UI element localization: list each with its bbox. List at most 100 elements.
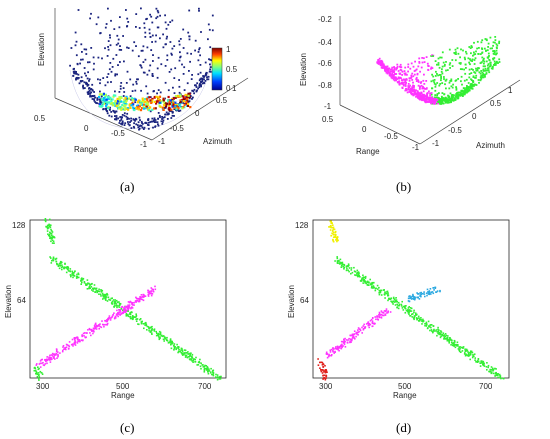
d-red-point [321, 361, 324, 364]
b-green-point [481, 74, 484, 77]
d-green-point [483, 362, 485, 365]
d-green-point [336, 260, 339, 262]
b-magenta-point [395, 68, 397, 71]
c-magenta-point [92, 332, 94, 335]
b-green-point [477, 79, 480, 81]
d-cyan-point [409, 297, 411, 300]
c-green-point [184, 354, 187, 356]
b-magenta-point [415, 93, 417, 96]
c-magenta-point [53, 357, 55, 359]
b-green-point [488, 55, 490, 57]
b-green-point [476, 47, 478, 50]
d-green-point [495, 374, 498, 377]
a-point [109, 34, 111, 37]
b-green-point [444, 83, 446, 86]
c-magenta-point [101, 320, 103, 322]
b-green-point [441, 92, 444, 94]
a-point [152, 126, 154, 129]
c-green-point [116, 306, 118, 309]
d-green-point [404, 306, 406, 309]
b-green-point [465, 52, 468, 55]
a-point [177, 109, 179, 111]
c-green-point [77, 273, 80, 276]
c-magenta-point [50, 354, 53, 356]
b-magenta-point [405, 88, 408, 90]
c-points [33, 218, 222, 381]
b-green-point [451, 86, 454, 89]
d-magenta-point [329, 349, 332, 351]
d-green-point [495, 373, 498, 375]
b-magenta-point [398, 83, 401, 86]
d-green-point [343, 268, 345, 270]
d-green-point [459, 348, 461, 350]
a-point [138, 27, 141, 29]
a-point [123, 124, 126, 126]
b-green-point [452, 83, 454, 86]
a-hot-point [100, 105, 103, 108]
a-hot-point [183, 103, 186, 106]
c-magenta-point [147, 289, 149, 292]
b-green-point [498, 40, 501, 43]
d-green-point [346, 267, 348, 270]
c-green-point [219, 378, 222, 380]
b-green-point [474, 76, 476, 79]
b-green-point [480, 77, 483, 80]
c-green-point [114, 302, 117, 305]
a-point [126, 46, 128, 49]
d-magenta-point [325, 351, 328, 354]
b-green-point [448, 87, 451, 90]
c-magenta-point [89, 328, 91, 331]
d-green-point [378, 286, 380, 289]
c-magenta-point [44, 363, 47, 365]
b-green-point [486, 39, 488, 42]
c-green-point [88, 285, 91, 288]
c-green-point [55, 260, 57, 263]
c-magenta-point [116, 309, 118, 312]
d-green-point [364, 275, 367, 278]
a-hot-point [171, 100, 174, 103]
a-point [87, 93, 89, 95]
d-green-point [373, 281, 375, 284]
b-green-point [437, 74, 439, 77]
c-green-point [80, 279, 83, 281]
a-point [164, 43, 167, 46]
c-magenta-point [74, 337, 77, 340]
a-point [75, 40, 78, 43]
a-hot-point [177, 107, 180, 110]
a-point [156, 15, 159, 18]
d-green-point [474, 357, 476, 359]
c-magenta-point [63, 348, 65, 350]
a-hot-point [174, 101, 177, 104]
c-green-point [218, 378, 221, 380]
d-yellow-point [336, 236, 339, 238]
c-green-point [186, 352, 188, 354]
b-magenta-point [412, 65, 415, 68]
a-point [140, 89, 142, 92]
a-point [114, 115, 116, 117]
d-green-point [392, 297, 395, 300]
d-green-point [465, 348, 468, 351]
c-magenta-point [76, 342, 79, 344]
a-hot-point [168, 100, 171, 103]
b-green-point [492, 57, 494, 60]
a-point [162, 119, 165, 122]
a-hot-point [130, 97, 133, 100]
d-green-point [457, 348, 460, 350]
b-magenta-point [421, 61, 424, 64]
a-hot-point [138, 101, 141, 104]
a-hot-point [137, 108, 140, 111]
b-green-point [480, 70, 483, 72]
d-green-point [429, 326, 431, 328]
a-point [211, 29, 214, 32]
a-point [126, 70, 129, 73]
a-point [158, 114, 161, 117]
b-green-point [494, 39, 497, 41]
a-point [165, 111, 168, 114]
d-magenta-point [384, 314, 387, 316]
b-green-point [466, 88, 468, 91]
b-magenta-point [393, 68, 396, 71]
d-green-point [476, 360, 479, 362]
a-point [115, 54, 118, 56]
b-green-point [445, 69, 447, 72]
c-magenta-point [81, 334, 83, 336]
